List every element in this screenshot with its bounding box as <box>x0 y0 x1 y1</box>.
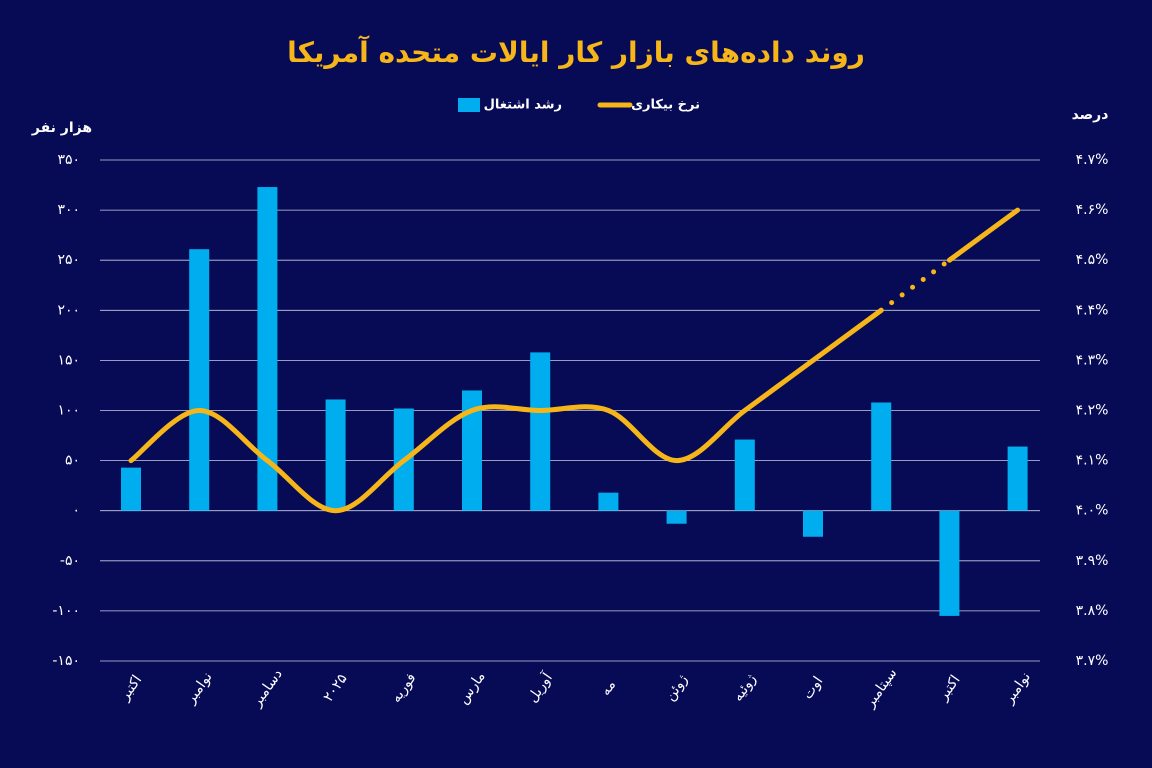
bar <box>530 352 551 511</box>
bar <box>325 399 346 511</box>
bar <box>121 467 141 511</box>
y-tick-label: -۱۵۰ <box>52 653 80 669</box>
y2-axis-label: درصد <box>1072 107 1109 123</box>
y2-tick-label: ۴.۳% <box>1076 352 1109 368</box>
legend-label: رشد اشتغال <box>484 98 562 113</box>
y2-tick-label: ۴.۷% <box>1076 152 1109 168</box>
y2-tick-label: ۴.۲% <box>1076 403 1109 419</box>
y2-tick-label: ۴.۶% <box>1076 202 1109 218</box>
y2-tick-label: ۳.۹% <box>1076 553 1109 569</box>
bar <box>666 510 687 524</box>
x-tick-label: مه <box>598 677 620 698</box>
y-tick-label: -۱۰۰ <box>52 603 80 619</box>
y-tick-label: ۵۰ <box>65 453 80 469</box>
bar <box>803 510 823 537</box>
line <box>946 207 1021 263</box>
bar <box>189 249 210 511</box>
bar <box>257 187 278 511</box>
bar <box>462 390 482 511</box>
legend-label: نرخ بیکاری <box>631 98 700 113</box>
bar <box>1007 446 1028 511</box>
legend-swatch <box>458 98 480 112</box>
y-axis-label: هزار نفر <box>31 120 92 136</box>
bar <box>598 492 619 511</box>
bar <box>734 439 755 511</box>
y2-tick-label: ۳.۸% <box>1076 603 1109 619</box>
y2-tick-label: ۴.۱% <box>1076 453 1109 469</box>
bar <box>871 402 892 511</box>
y-tick-label: ۲۰۰ <box>57 302 80 318</box>
y-tick-label: ۳۵۰ <box>57 152 80 168</box>
y-tick-label: -۵۰ <box>60 553 80 569</box>
y-tick-label: ۰ <box>72 503 80 519</box>
line <box>128 307 884 514</box>
y-tick-label: ۳۰۰ <box>57 202 80 218</box>
bar <box>939 510 960 616</box>
chart-title: روند داده‌های بازار کار ایالات متحده آمر… <box>287 35 865 69</box>
y2-tick-label: ۴.۴% <box>1076 302 1109 318</box>
y2-tick-label: ۴.۵% <box>1076 252 1109 268</box>
y-tick-label: ۱۵۰ <box>57 352 80 368</box>
y2-tick-label: ۴.۰% <box>1076 503 1109 519</box>
y-tick-label: ۲۵۰ <box>57 252 80 268</box>
line <box>878 257 952 313</box>
y-tick-label: ۱۰۰ <box>57 403 80 419</box>
y2-tick-label: ۳.۷% <box>1076 653 1109 669</box>
